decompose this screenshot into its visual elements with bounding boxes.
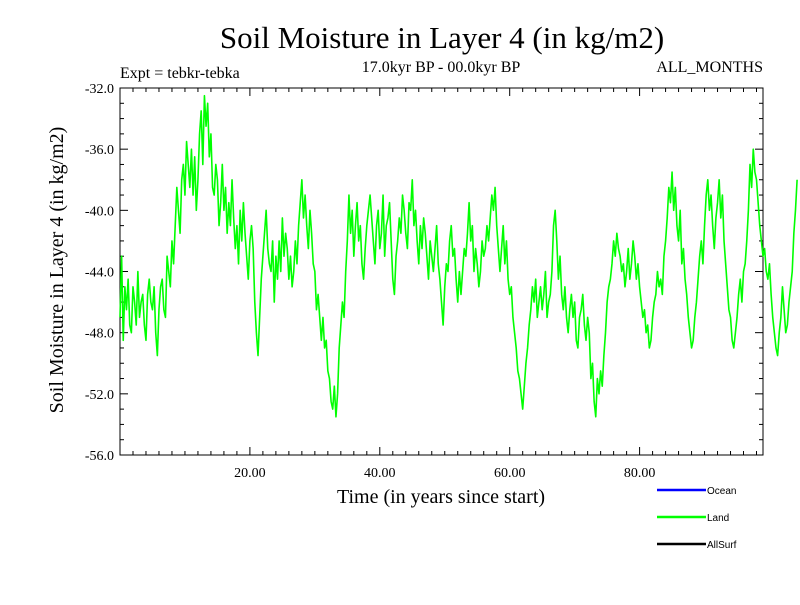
legend: Ocean Land AllSurf <box>657 486 737 551</box>
y-axis-ticks: -32.0 -36.0 -40.0 -44.0 -48.0 -52.0 -56.0 <box>85 82 763 464</box>
legend-label-allsurf: AllSurf <box>707 540 737 551</box>
y-axis-label: Soil Moisture in Layer 4 (in kg/m2) <box>46 127 68 414</box>
x-tick-label: 20.00 <box>234 466 266 481</box>
x-axis-label: Time (in years since start) <box>337 486 545 508</box>
y-tick-label: -40.0 <box>85 204 114 219</box>
y-tick-label: -44.0 <box>85 266 114 281</box>
series-layer <box>119 94 798 418</box>
y-tick-label: -48.0 <box>85 327 114 342</box>
y-tick-label: -52.0 <box>85 388 114 403</box>
y-tick-label: -32.0 <box>85 82 114 97</box>
y-tick-label: -36.0 <box>85 143 114 158</box>
x-tick-label: 60.00 <box>494 466 526 481</box>
months-label: ALL_MONTHS <box>656 59 763 76</box>
plot-frame <box>119 87 764 456</box>
x-tick-label: 40.00 <box>364 466 396 481</box>
x-tick-label: 80.00 <box>624 466 656 481</box>
experiment-label: Expt = tebkr-tebka <box>120 65 240 82</box>
y-tick-label: -56.0 <box>85 449 114 464</box>
legend-label-ocean: Ocean <box>707 486 736 497</box>
x-axis-ticks: 20.00 40.00 60.00 80.00 <box>132 88 758 481</box>
series-line-land <box>119 94 798 418</box>
time-range-label: 17.0kyr BP - 00.0kyr BP <box>362 59 521 76</box>
legend-label-land: Land <box>707 513 729 524</box>
chart-title: Soil Moisture in Layer 4 (in kg/m2) <box>220 20 664 55</box>
